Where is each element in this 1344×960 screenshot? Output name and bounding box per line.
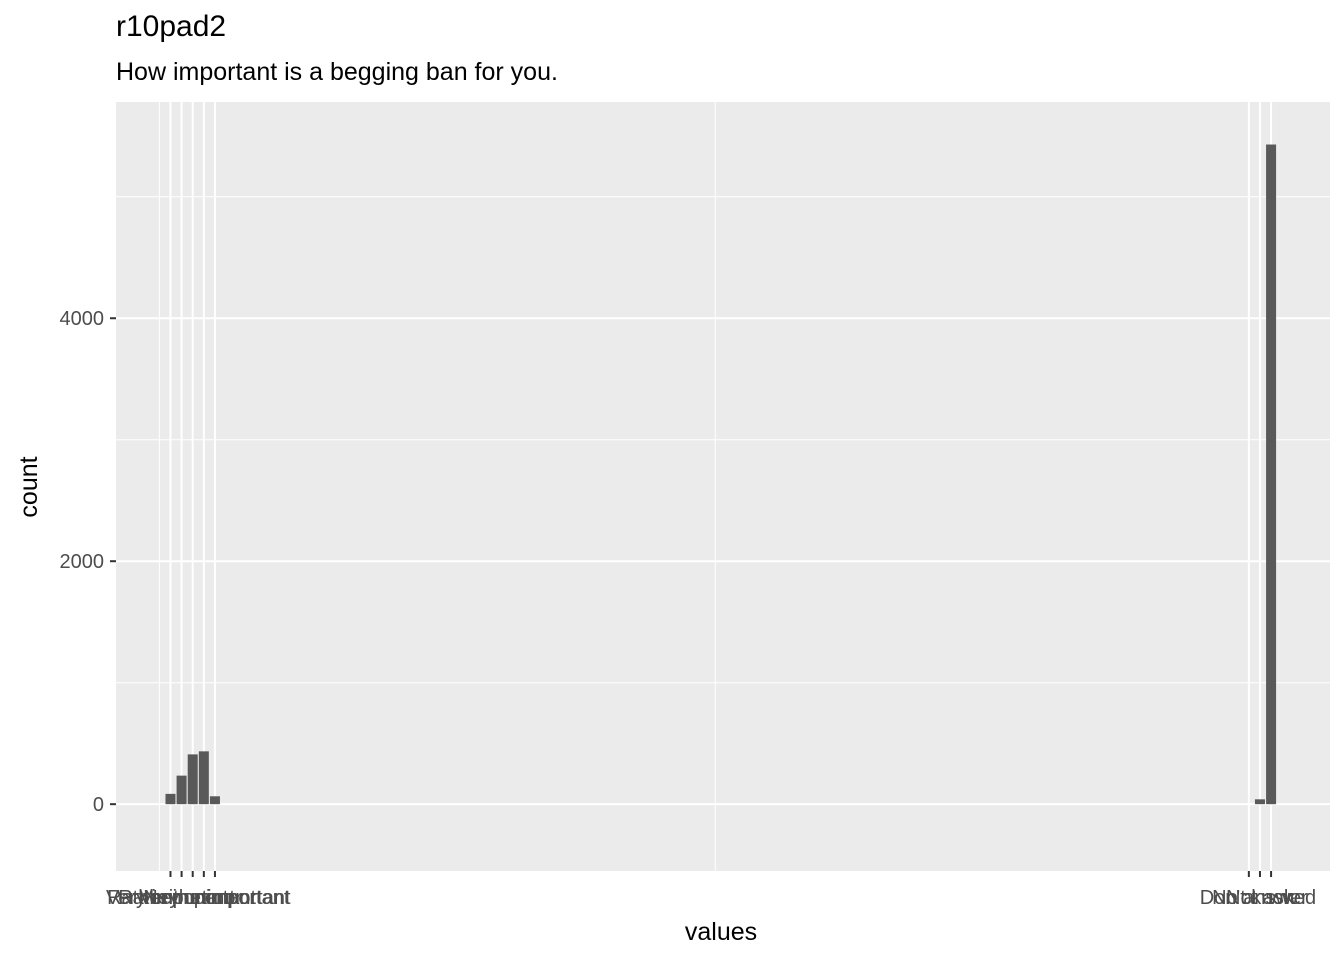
- bar: [1254, 799, 1265, 805]
- y-tick-label: 0: [93, 794, 104, 816]
- bar: [209, 796, 220, 805]
- x-tick-label: Rather unimportant: [118, 887, 290, 909]
- bar: [187, 754, 198, 805]
- x-tick-label: No answer: [1212, 887, 1308, 909]
- bars: [165, 144, 1277, 805]
- x-tick-label: Very unimportant: [139, 887, 291, 909]
- x-axis-title: values: [685, 918, 757, 946]
- bar: [198, 751, 209, 805]
- x-tick-label: Don't know: [1200, 887, 1299, 909]
- x-tick-label: Neither nor: [143, 887, 242, 909]
- x-tick-label: Rather important: [107, 887, 256, 909]
- x-tick-label: Very important: [106, 887, 235, 909]
- y-tick-label: 2000: [60, 551, 105, 573]
- y-axis-title: count: [15, 456, 43, 517]
- plot-panel: [116, 102, 1330, 871]
- chart-title: r10pad2: [116, 10, 227, 43]
- bar: [176, 775, 187, 805]
- y-axis: 0 2000 4000: [60, 308, 116, 816]
- x-tick-label: Not asked: [1226, 887, 1316, 909]
- bar: [1266, 144, 1277, 805]
- y-tick-label: 4000: [60, 308, 105, 330]
- bar: [165, 793, 176, 805]
- chart-subtitle: How important is a begging ban for you.: [116, 58, 558, 86]
